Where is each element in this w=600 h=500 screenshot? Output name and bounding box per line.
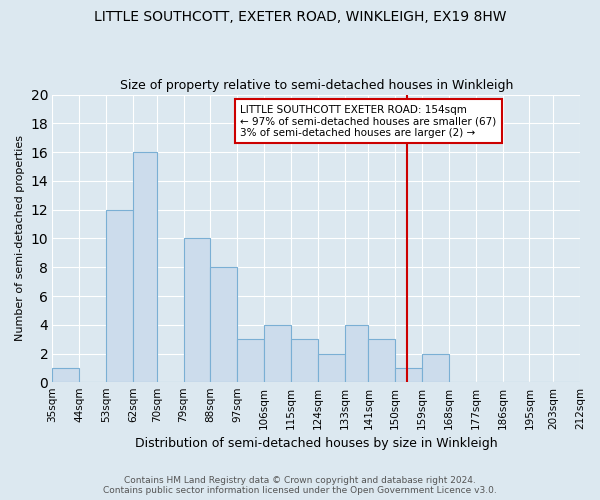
Text: Contains HM Land Registry data © Crown copyright and database right 2024.
Contai: Contains HM Land Registry data © Crown c… [103, 476, 497, 495]
Bar [368, 339, 395, 382]
Bar [52, 368, 79, 382]
Bar [344, 325, 368, 382]
Bar [264, 325, 291, 382]
Bar [211, 267, 237, 382]
Bar [422, 354, 449, 382]
Bar [395, 368, 422, 382]
Bar [106, 210, 133, 382]
Bar [318, 354, 344, 382]
Bar [237, 339, 264, 382]
Bar [184, 238, 211, 382]
Bar [291, 339, 318, 382]
Y-axis label: Number of semi-detached properties: Number of semi-detached properties [15, 136, 25, 342]
Bar [133, 152, 157, 382]
Text: LITTLE SOUTHCOTT EXETER ROAD: 154sqm
← 97% of semi-detached houses are smaller (: LITTLE SOUTHCOTT EXETER ROAD: 154sqm ← 9… [240, 104, 496, 138]
Title: Size of property relative to semi-detached houses in Winkleigh: Size of property relative to semi-detach… [119, 79, 513, 92]
X-axis label: Distribution of semi-detached houses by size in Winkleigh: Distribution of semi-detached houses by … [135, 437, 497, 450]
Text: LITTLE SOUTHCOTT, EXETER ROAD, WINKLEIGH, EX19 8HW: LITTLE SOUTHCOTT, EXETER ROAD, WINKLEIGH… [94, 10, 506, 24]
